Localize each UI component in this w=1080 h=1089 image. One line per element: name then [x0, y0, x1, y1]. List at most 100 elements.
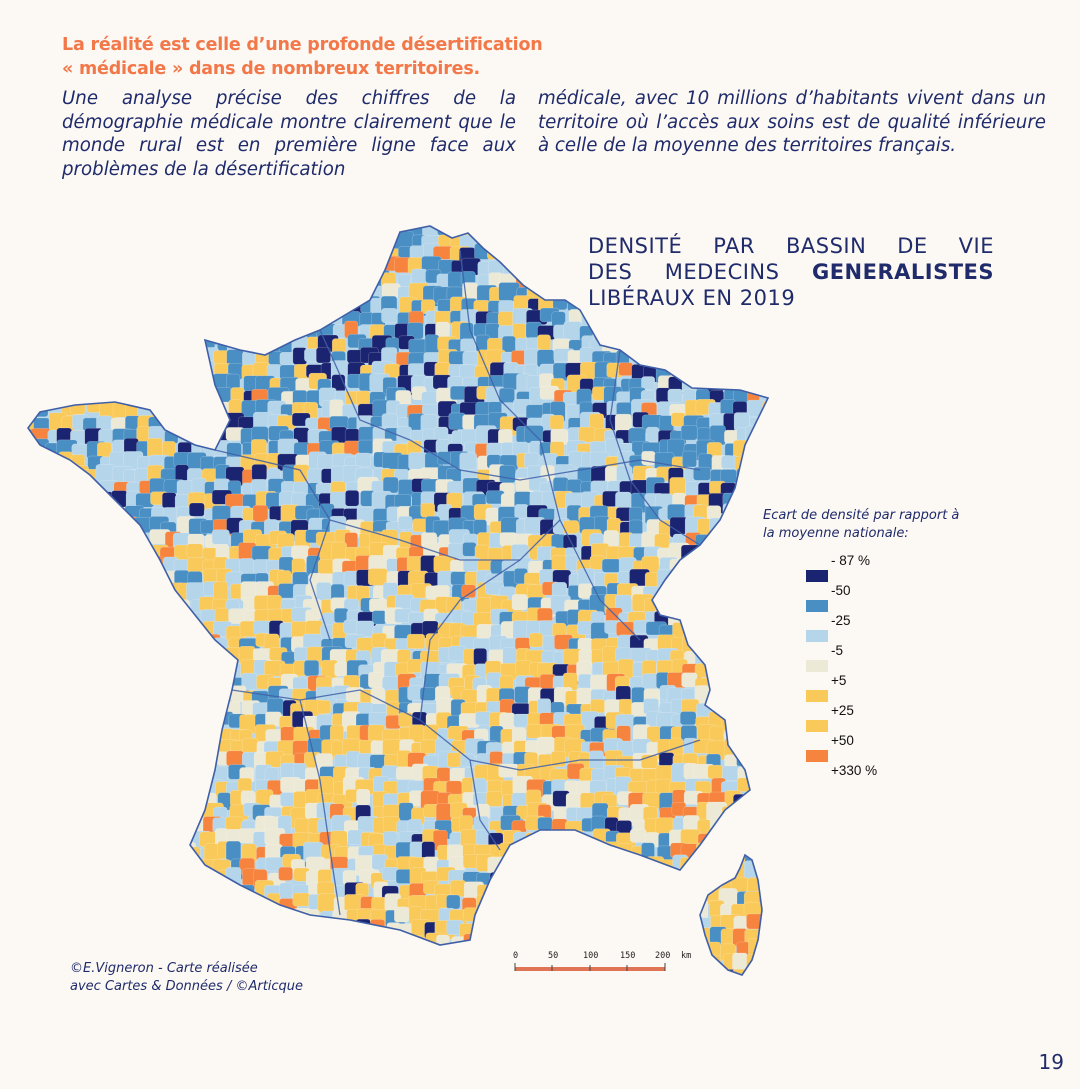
map-area — [173, 892, 188, 908]
map-area — [212, 283, 234, 300]
map-area — [28, 245, 34, 264]
map-area — [776, 313, 797, 331]
body-column-2: médicale, avec 10 millions d’habitants v… — [538, 88, 1046, 156]
map-area — [174, 334, 194, 354]
map-area — [265, 911, 283, 928]
map-area — [45, 726, 67, 743]
map-area — [150, 571, 167, 586]
map-area — [174, 226, 194, 236]
map-area — [645, 426, 660, 442]
map-area — [165, 387, 183, 405]
map-area — [98, 365, 114, 382]
map-area — [43, 675, 59, 697]
map-area — [230, 235, 245, 250]
map-area — [87, 283, 103, 302]
map-area — [162, 285, 182, 305]
map-area — [566, 246, 581, 268]
map-area — [30, 793, 48, 815]
map-area — [96, 820, 117, 839]
map-area — [69, 689, 88, 710]
map-area — [762, 336, 768, 354]
map-area — [121, 296, 138, 314]
map-title-line-1: DENSITÉ PAR BASSIN DE VIE — [588, 233, 994, 259]
map-area — [177, 727, 199, 748]
map-area — [189, 625, 204, 644]
map-area — [370, 919, 386, 938]
map-area — [60, 651, 79, 671]
map-area — [73, 529, 92, 547]
map-area — [759, 701, 768, 716]
map-area — [306, 226, 328, 234]
map-area — [720, 324, 741, 345]
map-area — [99, 348, 119, 364]
map-area — [152, 245, 169, 264]
map-area — [604, 884, 622, 904]
legend-title-line-1: Ecart de densité par rapport à — [763, 508, 960, 523]
map-area — [477, 909, 500, 930]
map-area — [87, 805, 103, 824]
map-area — [723, 673, 744, 692]
map-area — [685, 883, 704, 899]
map-area — [47, 779, 64, 796]
map-area — [110, 297, 131, 312]
map-area — [710, 661, 732, 682]
map-area — [760, 832, 768, 853]
map-area — [488, 898, 510, 914]
map-area — [711, 676, 733, 694]
map-area — [96, 805, 115, 821]
map-area — [527, 933, 543, 945]
map-area — [281, 226, 295, 234]
map-area — [773, 675, 792, 695]
map-area — [173, 257, 191, 276]
map-area — [109, 715, 125, 731]
map-area — [177, 649, 193, 664]
map-area — [108, 572, 126, 589]
map-area — [137, 234, 157, 249]
map-area — [683, 323, 698, 340]
map-area — [151, 829, 168, 847]
map-area — [359, 255, 379, 273]
map-area — [139, 857, 157, 875]
map-area — [45, 324, 61, 342]
map-area — [344, 269, 361, 284]
map-area — [758, 726, 768, 746]
map-area — [47, 556, 69, 572]
map-area — [295, 268, 316, 287]
map-area — [44, 712, 61, 732]
map-area — [254, 312, 273, 331]
map-area — [100, 557, 116, 574]
map-area — [344, 428, 360, 443]
map-area — [163, 780, 183, 802]
map-area — [680, 921, 702, 939]
map-area — [294, 248, 313, 268]
map-area — [122, 909, 144, 925]
map-area — [734, 597, 755, 618]
map-area — [292, 892, 311, 907]
map-area — [83, 906, 98, 922]
map-area — [641, 450, 656, 466]
map-area — [225, 921, 243, 943]
map-area — [125, 226, 140, 238]
map-area — [568, 868, 587, 885]
map-area — [111, 857, 133, 872]
map-area — [59, 659, 76, 679]
map-area — [484, 233, 505, 252]
map-area — [733, 645, 748, 665]
map-area — [28, 467, 36, 486]
map-area — [760, 926, 762, 943]
map-area — [186, 895, 204, 917]
map-area — [736, 610, 753, 630]
map-area — [711, 556, 730, 571]
map-area — [59, 597, 78, 615]
map-area — [242, 259, 264, 274]
map-area — [186, 651, 202, 673]
map-area — [757, 967, 762, 975]
map-area — [85, 532, 100, 552]
map-area — [536, 736, 555, 754]
map-area — [28, 936, 34, 945]
map-area — [57, 609, 78, 628]
map-area — [122, 674, 142, 694]
map-area — [239, 270, 260, 289]
map-area — [58, 385, 76, 400]
map-area — [85, 855, 104, 877]
